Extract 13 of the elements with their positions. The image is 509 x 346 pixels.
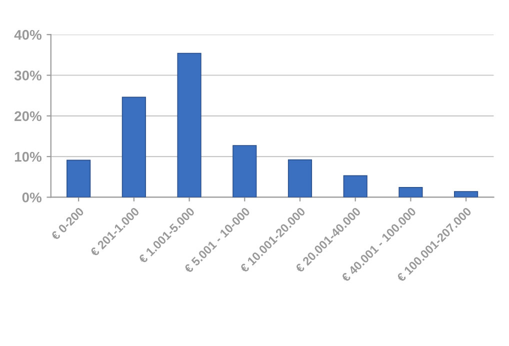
bar bbox=[122, 96, 146, 198]
y-tick-label: 40% bbox=[14, 30, 42, 40]
y-tick-label: 30% bbox=[14, 70, 42, 80]
y-tick-label: 10% bbox=[14, 152, 42, 162]
bar bbox=[398, 187, 423, 198]
bar bbox=[288, 159, 312, 198]
bar bbox=[343, 175, 368, 198]
bar bbox=[177, 52, 202, 198]
bar bbox=[454, 191, 478, 198]
y-tick-label: 20% bbox=[14, 111, 42, 122]
bar bbox=[66, 160, 91, 198]
bar bbox=[232, 145, 257, 198]
y-tick-label: 0% bbox=[22, 192, 42, 202]
